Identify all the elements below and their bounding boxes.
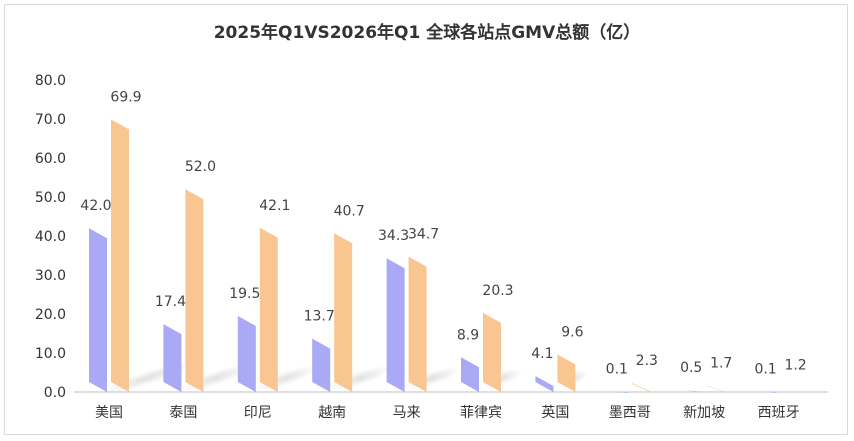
x-axis: 美国 泰国 印尼 越南 马来 菲律宾 英国 墨西哥 新加坡 西班牙 bbox=[74, 391, 828, 421]
x-tick-label: 越南 bbox=[318, 405, 346, 421]
data-labels: 42.0 69.9 17.4 52.0 19.5 42.1 13.7 40.7 34.334.7… bbox=[80, 89, 806, 377]
y-tick-label: 50.0 bbox=[35, 190, 66, 206]
data-label: 8.9 bbox=[457, 327, 479, 343]
bar-2025 bbox=[312, 338, 331, 392]
bar-2026 bbox=[557, 354, 576, 392]
data-label: 1.2 bbox=[784, 357, 806, 373]
data-label: 42.1 bbox=[259, 198, 290, 214]
y-tick-label: 70.0 bbox=[35, 112, 66, 128]
bar-2025 bbox=[237, 315, 256, 392]
bar-2025 bbox=[684, 390, 703, 393]
bar-2026 bbox=[483, 312, 501, 392]
data-label: 0.1 bbox=[606, 362, 628, 378]
data-label: 13.7 bbox=[304, 309, 335, 325]
x-tick-label: 泰国 bbox=[169, 405, 197, 421]
data-label: 52.0 bbox=[185, 159, 216, 175]
bar-2026 bbox=[408, 256, 427, 392]
bar-2025 bbox=[758, 391, 777, 393]
chart-title: 2025年Q1VS2026年Q1 全球各站点GMV总额（亿） bbox=[213, 23, 641, 43]
data-label: 2.3 bbox=[636, 353, 658, 369]
y-tick-label: 10.0 bbox=[35, 346, 66, 362]
bar-2026 bbox=[185, 189, 204, 392]
x-tick-label: 马来 bbox=[393, 405, 421, 421]
x-tick-label: 西班牙 bbox=[758, 405, 800, 421]
data-label: 17.4 bbox=[155, 294, 186, 310]
data-label: 9.6 bbox=[561, 325, 583, 341]
bar-2026 bbox=[111, 119, 129, 392]
y-tick-label: 40.0 bbox=[35, 229, 66, 245]
y-tick-label: 60.0 bbox=[35, 151, 66, 167]
data-label: 0.1 bbox=[754, 362, 776, 378]
x-tick-label: 菲律宾 bbox=[460, 405, 502, 421]
data-label: 34.7 bbox=[408, 227, 439, 243]
bar-2026 bbox=[706, 385, 725, 392]
y-tick-label: 30.0 bbox=[35, 268, 66, 284]
bar-2026 bbox=[334, 233, 353, 392]
data-label: 4.1 bbox=[531, 346, 553, 362]
bar-2026 bbox=[780, 387, 799, 393]
data-label: 20.3 bbox=[482, 283, 513, 299]
data-label: 34.3 bbox=[378, 228, 409, 244]
data-label: 69.9 bbox=[110, 89, 141, 105]
x-tick-label: 美国 bbox=[95, 405, 123, 421]
x-tick-label: 墨西哥 bbox=[609, 405, 651, 421]
bar-2026 bbox=[631, 383, 650, 392]
y-tick-label: 80.0 bbox=[35, 73, 66, 89]
data-label: 1.7 bbox=[710, 355, 732, 371]
bar-2025 bbox=[89, 228, 107, 392]
y-axis: 0.0 10.0 20.0 30.0 40.0 50.0 60.0 70.0 80.0 bbox=[35, 73, 66, 401]
data-label: 42.0 bbox=[80, 198, 111, 214]
bar-2025 bbox=[535, 376, 554, 392]
y-tick-label: 0.0 bbox=[44, 385, 66, 401]
x-tick-label: 印尼 bbox=[244, 405, 272, 421]
bars bbox=[89, 119, 799, 393]
bar-2025 bbox=[609, 391, 628, 393]
bar-2025 bbox=[461, 357, 479, 392]
bar-2025 bbox=[163, 324, 182, 392]
x-tick-label: 英国 bbox=[541, 404, 569, 421]
x-tick-label: 新加坡 bbox=[683, 405, 725, 421]
bar-2026 bbox=[259, 227, 278, 392]
bar-2025 bbox=[386, 258, 405, 392]
data-label: 40.7 bbox=[334, 203, 365, 219]
data-label: 19.5 bbox=[229, 286, 260, 302]
y-tick-label: 20.0 bbox=[35, 307, 66, 323]
data-label: 0.5 bbox=[680, 360, 702, 376]
